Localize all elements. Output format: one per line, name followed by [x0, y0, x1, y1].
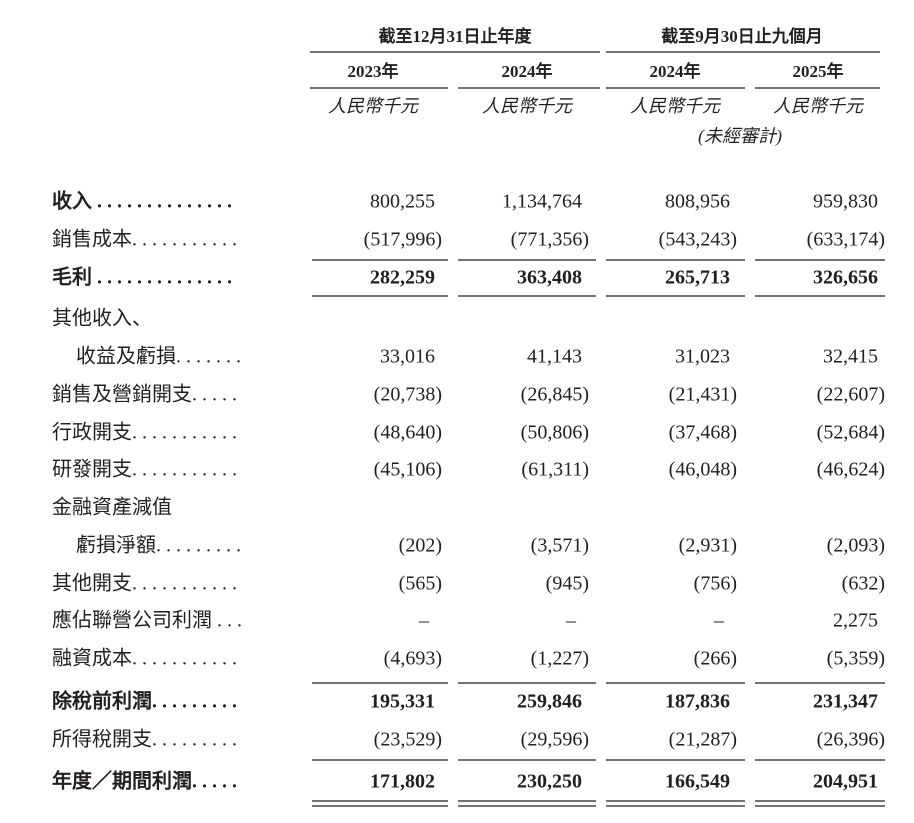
cell-value: 363,408	[517, 267, 582, 289]
cell-value: 204,951	[813, 771, 878, 793]
cell-value: 187,836	[665, 691, 730, 713]
cell-value: 166,549	[665, 771, 730, 793]
cell-value: 800,255	[370, 191, 435, 213]
cell-value: 259,846	[517, 691, 582, 713]
cell-value: (4,693)	[384, 648, 442, 670]
cell-value: (50,806)	[521, 422, 589, 444]
cell-value: (61,311)	[521, 459, 589, 481]
cell-value: (543,243)	[659, 229, 737, 251]
cell-value: (5,359)	[827, 648, 885, 670]
cell-value: (45,106)	[374, 459, 442, 481]
cell-value: –	[418, 610, 430, 632]
cell-value: (37,468)	[669, 422, 737, 444]
cell-value: (29,596)	[521, 729, 589, 751]
cell-value: 33,016	[380, 346, 435, 368]
cell-value: (202)	[399, 535, 442, 557]
cell-value: (2,931)	[679, 535, 737, 557]
cell-value: (20,738)	[374, 384, 442, 406]
cell-value: (26,845)	[521, 384, 589, 406]
cell-value: –	[713, 610, 725, 632]
unit-header: 人民幣千元	[482, 96, 574, 116]
cell-value: (46,048)	[669, 459, 737, 481]
cell-value: 265,713	[665, 267, 730, 289]
row-label: 其他開支. . . . . . . . . . .	[52, 572, 237, 595]
row-label: 金融資產減值	[52, 496, 172, 519]
row-label: 收益及虧損. . . . . . .	[76, 345, 241, 368]
cell-value: 41,143	[527, 346, 582, 368]
year-header: 2025年	[793, 61, 844, 81]
cell-value: (46,624)	[817, 459, 885, 481]
cell-value: (517,996)	[364, 229, 442, 251]
row-label: 其他收入、	[52, 307, 152, 330]
cell-value: (26,396)	[817, 729, 885, 751]
row-label: 融資成本. . . . . . . . . . .	[52, 647, 237, 670]
cell-value: 230,250	[517, 771, 582, 793]
cell-value: (21,287)	[669, 729, 737, 751]
cell-value: 326,656	[813, 267, 878, 289]
cell-value: (3,571)	[531, 535, 589, 557]
unit-header: 人民幣千元	[328, 96, 420, 116]
unit-header: 人民幣千元	[773, 96, 865, 116]
cell-value: (771,356)	[511, 229, 589, 251]
cell-value: 808,956	[665, 191, 730, 213]
audit-note: (未經審計)	[698, 126, 782, 147]
cell-value: 1,134,764	[502, 191, 582, 213]
cell-value: –	[565, 610, 577, 632]
unit-header: 人民幣千元	[630, 96, 722, 116]
cell-value: (565)	[399, 573, 442, 595]
row-label: 應佔聯營公司利潤 . . .	[52, 608, 242, 632]
row-label: 所得稅開支. . . . . . . . .	[52, 728, 237, 751]
cell-value: (21,431)	[669, 384, 737, 406]
row-label: 毛利 . . . . . . . . . . . . . .	[52, 266, 232, 289]
cell-value: 195,331	[370, 691, 435, 713]
cell-value: (756)	[694, 573, 737, 595]
cell-value: (266)	[694, 648, 737, 670]
cell-value: (2,093)	[827, 535, 885, 557]
cell-value: (48,640)	[374, 422, 442, 444]
cell-value: (22,607)	[817, 384, 885, 406]
row-label: 銷售及營銷開支. . . . .	[52, 383, 237, 406]
row-label: 銷售成本. . . . . . . . . . .	[52, 228, 237, 251]
cell-value: 32,415	[823, 346, 878, 368]
cell-value: (23,529)	[374, 729, 442, 751]
year-header: 2024年	[502, 61, 553, 81]
row-label: 收入 . . . . . . . . . . . . . .	[52, 189, 232, 213]
row-label: 年度／期間利潤. . . . .	[52, 769, 237, 793]
cell-value: (632)	[842, 573, 885, 595]
cell-value: (1,227)	[531, 648, 589, 670]
row-label: 虧損淨額. . . . . . . . .	[76, 534, 241, 557]
group-header: 截至12月31日止年度	[379, 26, 533, 46]
row-label: 除稅前利潤. . . . . . . . .	[52, 689, 237, 713]
cell-value: 282,259	[370, 267, 435, 289]
cell-value: (633,174)	[807, 229, 885, 251]
cell-value: 231,347	[813, 691, 878, 713]
year-header: 2023年	[348, 61, 399, 81]
cell-value: 2,275	[833, 610, 878, 632]
cell-value: (52,684)	[817, 422, 885, 444]
cell-value: 171,802	[370, 771, 435, 793]
year-header: 2024年	[650, 61, 701, 81]
group-header: 截至9月30日止九個月	[661, 26, 823, 46]
cell-value: 959,830	[813, 191, 878, 213]
cell-value: (945)	[546, 573, 589, 595]
row-label: 研發開支. . . . . . . . . . .	[52, 458, 237, 481]
cell-value: 31,023	[675, 346, 730, 368]
row-label: 行政開支. . . . . . . . . . .	[52, 421, 237, 444]
